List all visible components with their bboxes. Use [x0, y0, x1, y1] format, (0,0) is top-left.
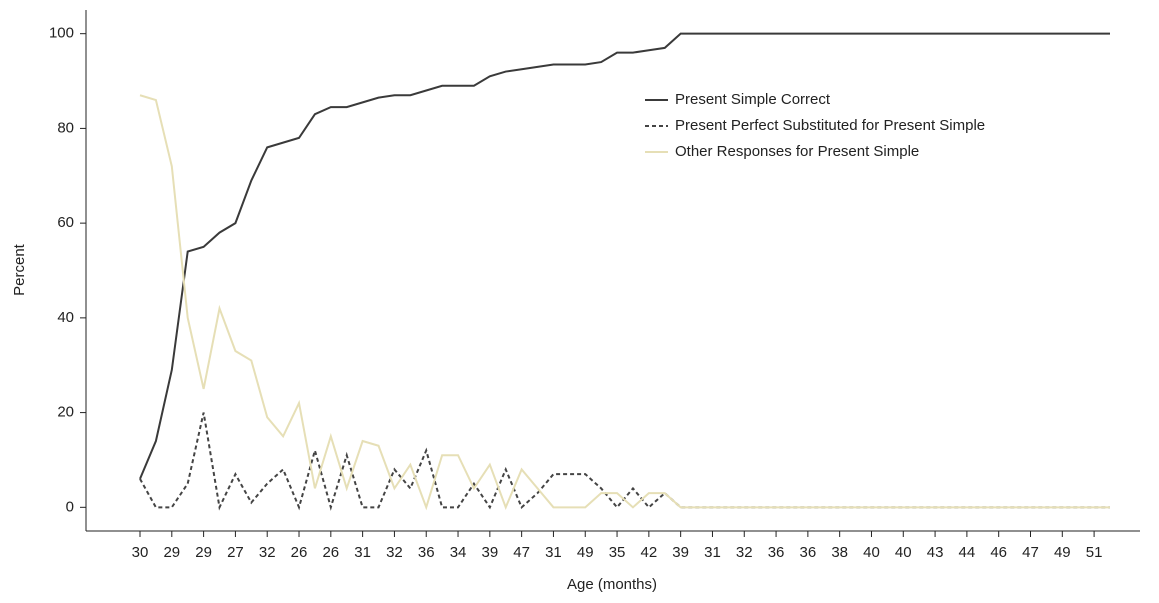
x-tick-label: 39	[672, 544, 689, 561]
x-tick-label: 36	[800, 544, 817, 561]
series-line	[139, 32, 1110, 480]
x-tick-label: 34	[450, 544, 467, 561]
x-tick-label: 30	[132, 544, 149, 561]
x-tick-label: 47	[513, 544, 530, 561]
y-tick-label: 0	[66, 498, 74, 515]
x-tick-label: 35	[609, 544, 626, 561]
legend-label: Other Responses for Present Simple	[675, 143, 919, 160]
x-tick-label: 44	[959, 544, 976, 561]
x-tick-label: 27	[227, 544, 244, 561]
series-line	[139, 412, 1110, 511]
x-tick-label: 40	[895, 544, 912, 561]
y-tick-label: 60	[57, 214, 74, 231]
x-tick-label: 32	[736, 544, 753, 561]
x-tick-label: 43	[927, 544, 944, 561]
x-tick-label: 36	[418, 544, 435, 561]
x-tick-label: 39	[481, 544, 498, 561]
x-tick-label: 49	[1054, 544, 1071, 561]
x-tick-label: 26	[291, 544, 308, 561]
x-tick-label: 29	[163, 544, 180, 561]
legend-label: Present Simple Correct	[675, 91, 831, 108]
x-tick-label: 47	[1022, 544, 1039, 561]
y-axis-label: Percent	[11, 243, 28, 296]
y-tick-label: 20	[57, 404, 74, 421]
x-tick-label: 31	[545, 544, 562, 561]
legend-label: Present Perfect Substituted for Present …	[675, 117, 985, 134]
x-tick-label: 31	[354, 544, 371, 561]
x-tick-label: 31	[704, 544, 721, 561]
x-tick-label: 46	[990, 544, 1007, 561]
y-tick-label: 100	[49, 25, 74, 42]
series-line	[139, 94, 1110, 511]
x-tick-label: 26	[322, 544, 339, 561]
x-tick-label: 29	[195, 544, 212, 561]
x-tick-label: 36	[768, 544, 785, 561]
y-tick-label: 80	[57, 119, 74, 136]
x-tick-label: 32	[386, 544, 403, 561]
x-tick-label: 42	[641, 544, 658, 561]
x-tick-label: 51	[1086, 544, 1103, 561]
x-tick-label: 40	[863, 544, 880, 561]
y-tick-label: 40	[57, 309, 74, 326]
x-axis-label: Age (months)	[567, 576, 657, 593]
x-tick-label: 49	[577, 544, 594, 561]
x-tick-label: 32	[259, 544, 276, 561]
x-tick-label: 38	[831, 544, 848, 561]
